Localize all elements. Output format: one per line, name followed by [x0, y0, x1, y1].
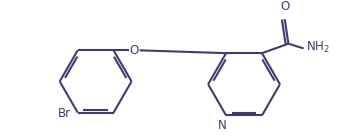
Text: O: O — [280, 0, 289, 13]
Text: Br: Br — [58, 107, 71, 120]
Text: NH$_2$: NH$_2$ — [306, 40, 330, 55]
Text: O: O — [130, 44, 139, 57]
Text: N: N — [218, 119, 227, 132]
